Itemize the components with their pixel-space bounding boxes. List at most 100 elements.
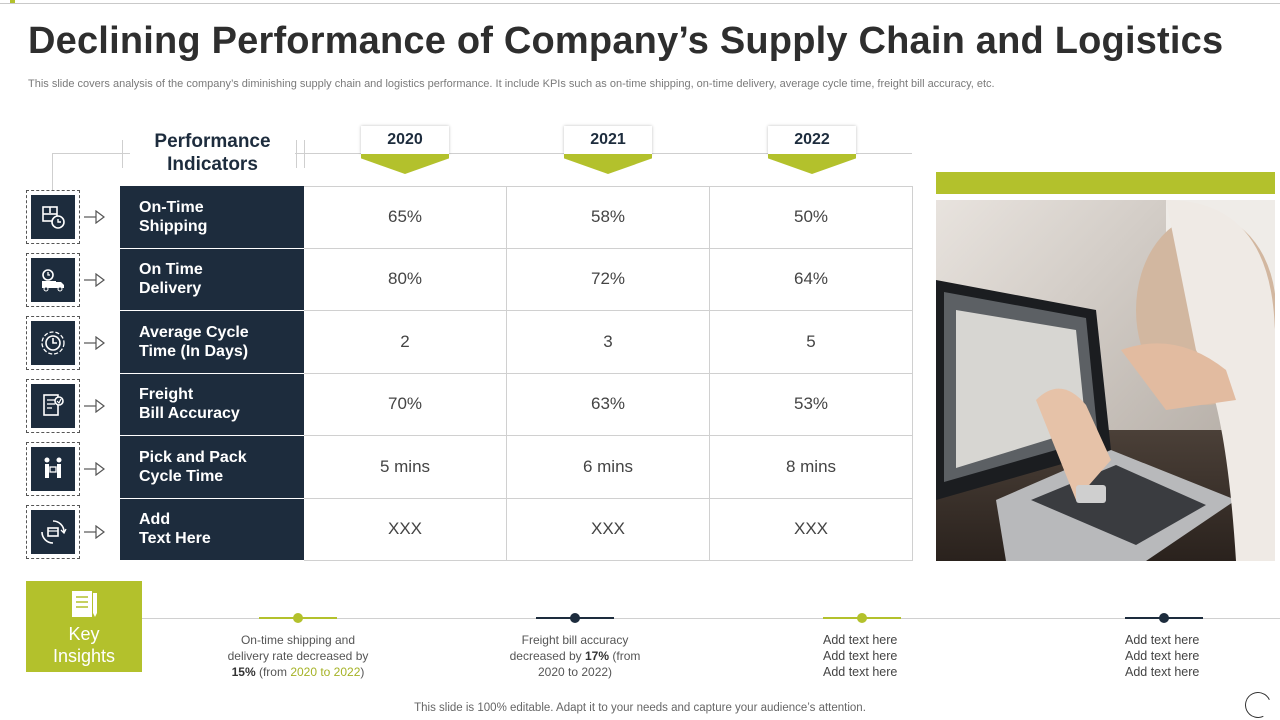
row-label: Freight Bill Accuracy — [120, 373, 304, 436]
table-row: Add Text Here XXX XXX XXX — [120, 498, 913, 561]
row-label-line: On Time — [139, 261, 203, 279]
marker-dot — [570, 613, 580, 623]
year-header-2021: 2021 — [564, 126, 652, 176]
year-label: 2021 — [564, 126, 652, 154]
insight-placeholder-4: Add text here Add text here Add text her… — [1125, 632, 1245, 680]
insight-freight-bill: Freight bill accuracy decreased by 17% (… — [490, 632, 660, 680]
icon-frame — [26, 442, 80, 496]
header-tick — [296, 140, 297, 168]
slide-corner-circle-icon — [1241, 688, 1275, 720]
insight-marker — [1125, 613, 1203, 623]
row-label-line: Average Cycle — [139, 323, 249, 341]
cycle-clock-icon — [31, 321, 75, 365]
table-row: Average Cycle Time (In Days) 2 3 5 — [120, 311, 913, 374]
key-insights-badge: Key Insights — [26, 581, 142, 672]
icon-frame — [26, 253, 80, 307]
insight-line: Add text here — [823, 633, 898, 647]
arrow-right-icon — [84, 273, 105, 287]
table-cell: 72% — [507, 248, 710, 311]
table-cell: XXX — [507, 498, 710, 561]
arrow-right-icon — [84, 210, 105, 224]
insight-text: (from — [609, 649, 641, 663]
row-icon-pick-and-pack — [26, 442, 106, 496]
table-cell: 2 — [304, 311, 507, 374]
insight-marker — [823, 613, 901, 623]
insight-line: Add text here — [823, 665, 898, 679]
marker-dot — [857, 613, 867, 623]
header-connector-stem — [52, 153, 53, 191]
icon-frame — [26, 505, 80, 559]
insight-line: 15% (from 2020 to 2022) — [213, 664, 383, 680]
kpi-table: On-Time Shipping 65% 58% 50% On Time Deliv… — [120, 186, 913, 561]
table-cell: 80% — [304, 248, 507, 311]
table-row: Freight Bill Accuracy 70% 63% 53% — [120, 373, 913, 436]
table-cell: 8 mins — [710, 436, 913, 499]
year-chevron — [768, 154, 856, 174]
table-cell: 63% — [507, 373, 710, 436]
year-header-2022: 2022 — [768, 126, 856, 176]
key-insights-label: Key Insights — [26, 623, 142, 667]
insight-text: decreased by — [509, 649, 585, 663]
year-label: 2022 — [768, 126, 856, 154]
laptop-photo — [936, 200, 1275, 561]
table-cell: 5 — [710, 311, 913, 374]
marker-dot — [1159, 613, 1169, 623]
table-cell: XXX — [710, 498, 913, 561]
header-connector-line — [52, 153, 912, 154]
header-line: Performance — [154, 131, 271, 152]
row-label-line: Cycle Time — [139, 467, 224, 485]
year-header-2020: 2020 — [361, 126, 449, 176]
row-label-line: Add — [139, 511, 171, 529]
icon-frame — [26, 379, 80, 433]
insight-shipping-delivery: On-time shipping and delivery rate decre… — [213, 632, 383, 680]
insight-text: ) — [360, 665, 365, 679]
row-label-line: Freight — [139, 386, 194, 404]
arrow-right-icon — [84, 525, 105, 539]
row-icon-freight-bill-accuracy — [26, 379, 106, 433]
insight-line: delivery rate decreased by — [227, 649, 369, 663]
row-label: Pick and Pack Cycle Time — [120, 436, 304, 499]
insight-range: 2020 to 2022 — [290, 665, 361, 679]
insight-line: decreased by 17% (from — [490, 648, 660, 664]
table-cell: 50% — [710, 186, 913, 249]
invoice-check-icon — [31, 384, 75, 428]
row-label: Average Cycle Time (In Days) — [120, 311, 304, 374]
top-rule — [0, 3, 1280, 4]
year-chevron — [564, 154, 652, 174]
year-chevron — [361, 154, 449, 174]
package-clock-icon — [31, 195, 75, 239]
slide-title: Declining Performance of Company’s Suppl… — [28, 20, 1224, 62]
arrow-right-icon — [84, 399, 105, 413]
table-cell: 6 mins — [507, 436, 710, 499]
table-cell: 5 mins — [304, 436, 507, 499]
icon-frame — [26, 190, 80, 244]
row-label-line: Time (In Days) — [139, 342, 249, 360]
header-tick — [122, 140, 123, 168]
insight-line: 2020 to 2022) — [537, 665, 613, 679]
icon-frame — [26, 316, 80, 370]
slide-footer: This slide is 100% editable. Adapt it to… — [414, 702, 866, 714]
table-cell: XXX — [304, 498, 507, 561]
delivery-truck-clock-icon — [31, 258, 75, 302]
marker-dot — [293, 613, 303, 623]
arrow-right-icon — [84, 336, 105, 350]
insight-line: Add text here — [1125, 665, 1200, 679]
table-cell: 53% — [710, 373, 913, 436]
insight-text: (from — [255, 665, 291, 679]
corner-accent — [10, 0, 15, 3]
insight-percent: 15% — [231, 665, 256, 679]
insight-line: Add text here — [823, 649, 898, 663]
slide-subtitle: This slide covers analysis of the compan… — [28, 78, 995, 90]
insight-marker — [259, 613, 337, 623]
performance-indicators-header: Performance Indicators — [130, 130, 295, 176]
table-row: On Time Delivery 80% 72% 64% — [120, 248, 913, 311]
table-cell: 3 — [507, 311, 710, 374]
insight-line: Add text here — [1125, 649, 1200, 663]
insight-marker — [536, 613, 614, 623]
row-label-line: Pick and Pack — [139, 448, 247, 466]
ki-line: Key — [68, 624, 100, 644]
arrow-right-icon — [84, 462, 105, 476]
photo-accent-bar — [936, 172, 1275, 194]
insight-placeholder-3: Add text here Add text here Add text her… — [823, 632, 943, 680]
table-row: Pick and Pack Cycle Time 5 mins 6 mins 8 … — [120, 436, 913, 499]
